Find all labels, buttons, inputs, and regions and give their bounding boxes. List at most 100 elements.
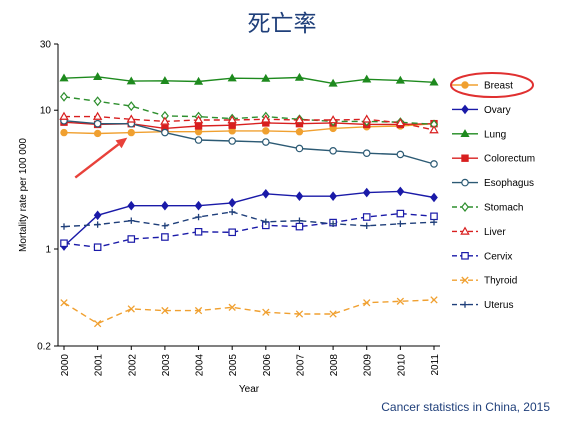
x-axis-label: Year xyxy=(239,384,260,395)
x-tick-label: 2008 xyxy=(329,354,340,377)
data-point-liver xyxy=(395,118,406,127)
data-point-liver xyxy=(328,115,338,124)
data-point-lung xyxy=(328,78,338,87)
data-point-lung xyxy=(227,73,237,82)
data-point-ovary xyxy=(362,187,371,198)
legend-item-cervix: Cervix xyxy=(452,251,512,262)
y-tick-label: 30 xyxy=(40,40,52,51)
data-point-esophagus xyxy=(362,149,371,158)
data-point-liver xyxy=(193,115,204,124)
data-point-thyroid xyxy=(194,306,203,315)
legend-item-esophagus: Esophagus xyxy=(452,178,534,189)
series-points-liver xyxy=(59,111,439,134)
legend-item-breast: Breast xyxy=(452,81,513,92)
data-point-cervix xyxy=(60,239,68,248)
series-points-lung xyxy=(59,72,439,87)
data-point-thyroid xyxy=(262,308,270,316)
series-points-uterus xyxy=(60,208,438,230)
annotation-arrow-shaft xyxy=(74,143,120,179)
series-line-stomach xyxy=(63,96,435,126)
data-point-liver xyxy=(160,116,170,125)
data-point-breast xyxy=(295,128,304,136)
series-points-thyroid xyxy=(60,296,438,328)
legend-swatch-marker xyxy=(461,178,469,187)
data-point-liver xyxy=(261,114,271,123)
data-point-liver xyxy=(429,125,439,134)
data-point-esophagus xyxy=(295,144,304,153)
series-points-cervix xyxy=(60,209,438,252)
data-point-thyroid xyxy=(127,305,135,313)
x-tick-label: 2003 xyxy=(161,354,172,377)
x-tick-label: 2004 xyxy=(195,354,206,377)
data-point-uterus xyxy=(363,222,370,229)
data-point-uterus xyxy=(128,217,135,224)
x-tick-label: 2011 xyxy=(430,354,441,376)
legend-swatch-marker xyxy=(461,301,469,308)
legend-item-uterus: Uterus xyxy=(452,300,513,311)
data-point-ovary xyxy=(261,188,270,199)
highlight-ellipse xyxy=(450,72,534,98)
legend-label: Thyroid xyxy=(484,276,517,287)
legend-item-lung: Lung xyxy=(452,129,506,140)
data-point-thyroid xyxy=(161,306,169,315)
data-point-esophagus xyxy=(262,138,270,146)
data-point-uterus xyxy=(195,213,202,221)
data-point-lung xyxy=(362,74,372,83)
legend-label: Uterus xyxy=(484,300,513,311)
series-line-liver xyxy=(64,115,435,131)
data-point-lung xyxy=(395,75,405,84)
legend-item-ovary: Ovary xyxy=(452,104,511,116)
series-points-esophagus xyxy=(60,116,438,168)
series-points-ovary xyxy=(60,186,438,251)
legend-label: Liver xyxy=(484,227,506,238)
data-point-thyroid xyxy=(60,299,68,307)
data-point-lung xyxy=(261,73,271,82)
legend-swatch-marker xyxy=(461,252,469,260)
data-point-ovary xyxy=(194,200,203,211)
legend-label: Lung xyxy=(484,129,506,140)
data-point-ovary xyxy=(127,200,136,211)
data-point-ovary xyxy=(228,198,237,208)
legend-label: Ovary xyxy=(484,105,511,116)
data-point-thyroid xyxy=(430,296,438,304)
legend-swatch-marker xyxy=(461,104,469,115)
data-point-cervix xyxy=(93,243,102,252)
legend-swatch-marker xyxy=(460,226,470,235)
data-point-ovary xyxy=(93,210,102,221)
data-point-esophagus xyxy=(228,137,236,145)
legend-label: Cervix xyxy=(484,251,512,262)
y-tick-label: 1 xyxy=(45,244,51,255)
data-point-cervix xyxy=(362,213,371,221)
data-point-esophagus xyxy=(161,128,169,137)
y-tick-label: 10 xyxy=(40,106,52,117)
chart-axes: 0.2 1 10 30 2000 2001 2002 2003 2004 2005 2006 2007… xyxy=(18,40,441,396)
data-point-liver xyxy=(294,115,305,124)
data-point-lung xyxy=(59,73,69,82)
data-point-breast xyxy=(60,128,68,137)
data-point-colorectum xyxy=(194,122,203,130)
x-tick-label: 2005 xyxy=(228,354,239,377)
data-point-esophagus xyxy=(396,150,405,159)
data-point-uterus xyxy=(430,218,438,226)
data-point-lung xyxy=(294,72,305,81)
data-point-cervix xyxy=(161,233,169,241)
data-point-liver xyxy=(59,111,69,120)
series-lines xyxy=(63,76,435,325)
data-point-liver xyxy=(92,111,103,120)
series-line-lung xyxy=(63,76,435,85)
y-tick-label: 0.2 xyxy=(37,342,51,353)
legend-swatch-marker xyxy=(461,154,469,162)
data-point-stomach xyxy=(93,96,102,107)
data-point-thyroid xyxy=(295,310,304,318)
legend-label: Stomach xyxy=(484,203,523,214)
data-point-breast xyxy=(127,128,135,137)
data-point-cervix xyxy=(127,235,136,243)
chart-annotations xyxy=(74,72,534,179)
x-tick-label: 2009 xyxy=(363,354,374,377)
series-line-thyroid xyxy=(63,299,435,325)
data-point-breast xyxy=(262,127,270,135)
legend-item-thyroid: Thyroid xyxy=(452,276,517,287)
x-tick-label: 2007 xyxy=(295,354,306,377)
data-point-cervix xyxy=(295,222,304,231)
data-point-esophagus xyxy=(194,136,203,144)
